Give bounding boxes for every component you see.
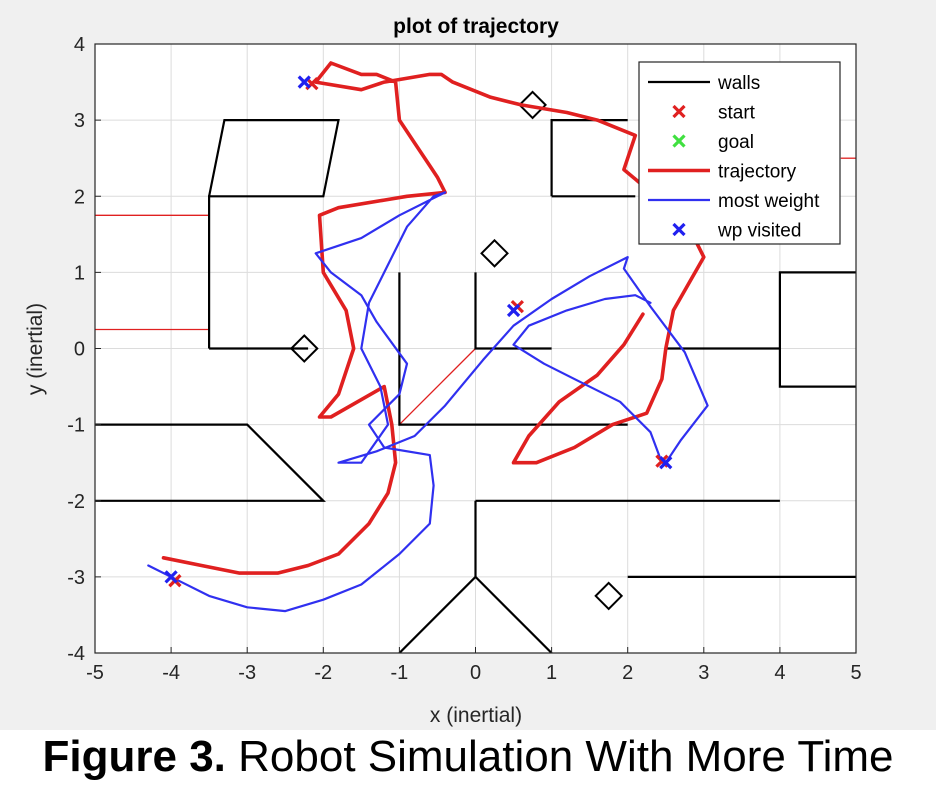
legend-box bbox=[638, 61, 841, 245]
y-tick-label: -2 bbox=[67, 491, 85, 513]
chart-title: plot of trajectory bbox=[393, 15, 559, 38]
wp-visited-marker-stroke bbox=[297, 75, 311, 89]
wp-visited-marker-stroke bbox=[164, 570, 178, 584]
legend-label-most-weight: most weight bbox=[718, 191, 820, 212]
wall-segment bbox=[474, 272, 552, 350]
y-tick-label: 3 bbox=[74, 110, 85, 132]
caption-label: Figure 3. bbox=[42, 732, 226, 781]
y-tick-label: -1 bbox=[67, 415, 85, 437]
wall-segment bbox=[778, 271, 856, 388]
y-tick-label: -3 bbox=[67, 567, 85, 589]
wall-segment bbox=[95, 423, 326, 502]
legend-label-start: start bbox=[718, 103, 756, 124]
diamond-marker bbox=[480, 238, 509, 268]
x-tick-label: -1 bbox=[391, 662, 409, 684]
legend-swatch-wp-visited-stroke bbox=[672, 222, 686, 237]
legend-label-trajectory: trajectory bbox=[718, 162, 797, 183]
caption-text: Robot Simulation With More Time bbox=[225, 732, 894, 781]
wp-visited-marker bbox=[659, 456, 673, 470]
x-tick-label: -4 bbox=[162, 662, 180, 684]
y-axis-label: y (inertial) bbox=[24, 303, 47, 395]
legend-swatch-wp-visited bbox=[672, 222, 686, 237]
figure-caption: Figure 3. Robot Simulation With More Tim… bbox=[0, 732, 936, 782]
plot-content bbox=[95, 61, 856, 653]
x-tick-label: 4 bbox=[774, 662, 785, 684]
wp-visited-marker bbox=[297, 75, 311, 89]
wall-segment bbox=[474, 576, 553, 653]
x-axis-label: x (inertial) bbox=[430, 704, 522, 727]
legend-label-wp-visited: wp visited bbox=[717, 221, 801, 242]
diamond-marker bbox=[518, 90, 547, 120]
y-tick-label: -4 bbox=[67, 643, 85, 665]
x-tick-label: -3 bbox=[238, 662, 256, 684]
wp-visited-marker bbox=[506, 303, 521, 318]
wp-visited-marker-stroke bbox=[659, 456, 673, 470]
diamond-marker bbox=[594, 581, 624, 611]
legend-label-goal: goal bbox=[718, 132, 754, 153]
x-tick-label: -5 bbox=[86, 662, 104, 684]
y-tick-label: 2 bbox=[74, 186, 85, 208]
wp-visited-marker-stroke bbox=[506, 303, 521, 318]
legend-label-walls: walls bbox=[717, 73, 760, 94]
wall-segment bbox=[550, 118, 628, 197]
y-tick-label: 1 bbox=[74, 262, 85, 284]
x-tick-label: 5 bbox=[850, 662, 861, 684]
legend: walls start goal trajectory most weight wp vi… bbox=[638, 61, 841, 245]
start-marker-stroke bbox=[655, 454, 669, 468]
x-tick-label: 0 bbox=[470, 662, 481, 684]
x-tick-label: -2 bbox=[314, 662, 332, 684]
wall-segment bbox=[398, 272, 628, 426]
x-tick-label: 2 bbox=[622, 662, 633, 684]
x-tick-label: 3 bbox=[698, 662, 709, 684]
y-tick-label: 0 bbox=[74, 339, 85, 361]
thin-red-line bbox=[398, 348, 476, 426]
legend-swatch-goal-stroke bbox=[672, 134, 686, 148]
legend-swatch-start-stroke bbox=[672, 104, 686, 119]
most-weight-line bbox=[147, 191, 709, 613]
legend-swatch-start bbox=[672, 104, 686, 119]
x-tick-label: 1 bbox=[546, 662, 557, 684]
y-tick-label: 4 bbox=[74, 34, 85, 56]
wall-segment bbox=[208, 118, 340, 349]
diamond-marker bbox=[289, 334, 319, 363]
legend-swatch-goal bbox=[672, 134, 686, 148]
wp-visited-marker bbox=[164, 570, 178, 584]
